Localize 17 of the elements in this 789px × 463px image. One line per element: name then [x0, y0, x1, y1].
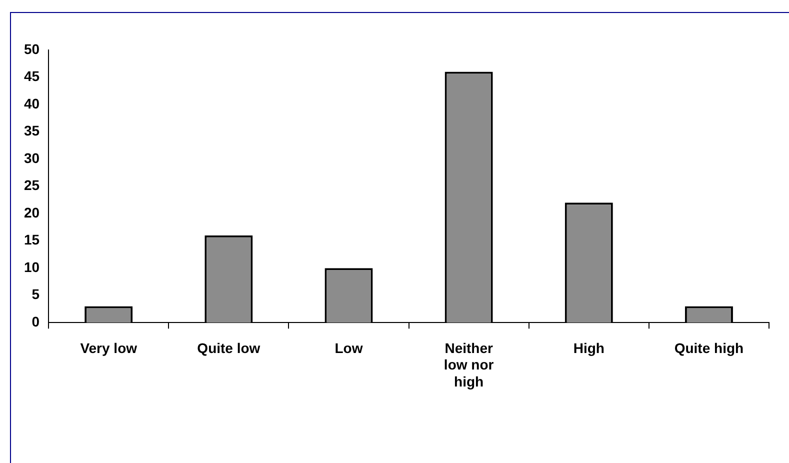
y-tick-label: 10	[24, 258, 40, 275]
x-tick-label: Quite low	[197, 340, 260, 356]
y-tick-label: 25	[24, 177, 40, 194]
y-tick-label: 40	[24, 95, 40, 112]
y-tick-label: 20	[24, 204, 40, 220]
x-tick-label: Very low	[80, 340, 138, 356]
y-tick-label: 15	[24, 232, 40, 248]
y-tick-label: 50	[24, 40, 40, 57]
y-tick-label: 0	[32, 313, 40, 330]
x-tick-label: Low	[334, 340, 363, 356]
x-tick-label: Neither low nor high	[444, 340, 494, 390]
y-tick-label: 5	[32, 286, 40, 302]
y-tick-label: 35	[24, 122, 40, 139]
x-tick-label: High	[573, 340, 604, 356]
y-tick-label: 30	[24, 150, 40, 166]
x-tick-label: Quite high	[674, 340, 744, 356]
y-tick-label: 45	[24, 68, 40, 84]
